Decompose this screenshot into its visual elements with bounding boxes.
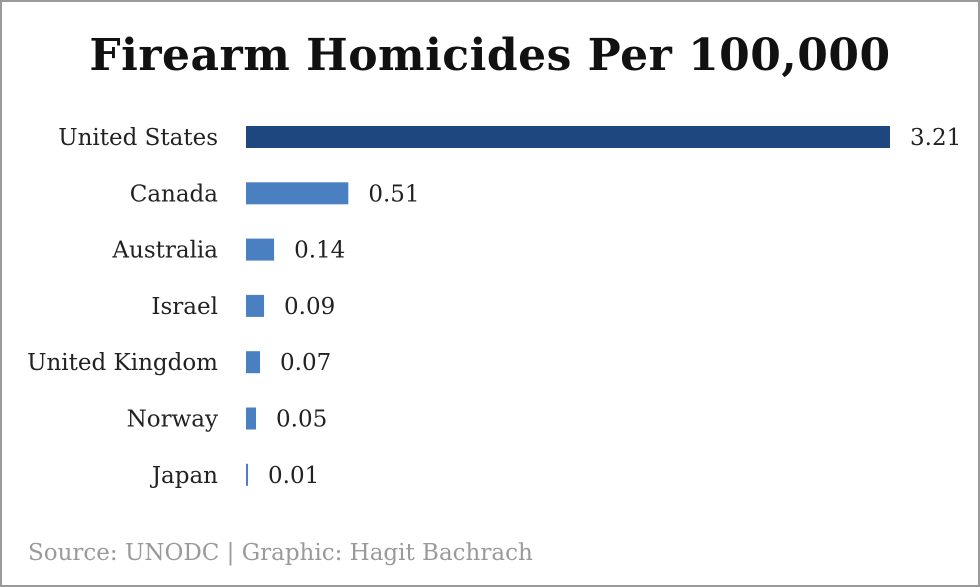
- category-label: United States: [58, 125, 218, 151]
- bar: [246, 351, 261, 374]
- bar: [246, 182, 349, 205]
- bars-layer: United States 3.21 Canada 0.51 Australia 0.14…: [27, 125, 961, 489]
- value-label: 0.07: [280, 350, 331, 376]
- category-label: Australia: [111, 238, 218, 264]
- category-label: Japan: [150, 463, 218, 489]
- bar: [246, 463, 249, 486]
- value-label: 0.05: [276, 407, 327, 433]
- bar: [246, 294, 265, 317]
- bar: [246, 407, 257, 430]
- chart-title: Firearm Homicides Per 100,000: [89, 30, 891, 81]
- bar: [246, 126, 890, 148]
- bar: [246, 238, 275, 261]
- value-label: 0.51: [368, 181, 419, 207]
- source-credit: Source: UNODC | Graphic: Hagit Bachrach: [28, 540, 533, 566]
- category-label: Israel: [151, 294, 218, 320]
- value-label: 3.21: [910, 125, 961, 151]
- category-label: United Kingdom: [27, 350, 218, 376]
- category-label: Norway: [127, 407, 218, 433]
- value-label: 0.14: [294, 238, 345, 264]
- value-label: 0.09: [284, 294, 335, 320]
- value-label: 0.01: [268, 463, 319, 489]
- category-label: Canada: [130, 181, 219, 207]
